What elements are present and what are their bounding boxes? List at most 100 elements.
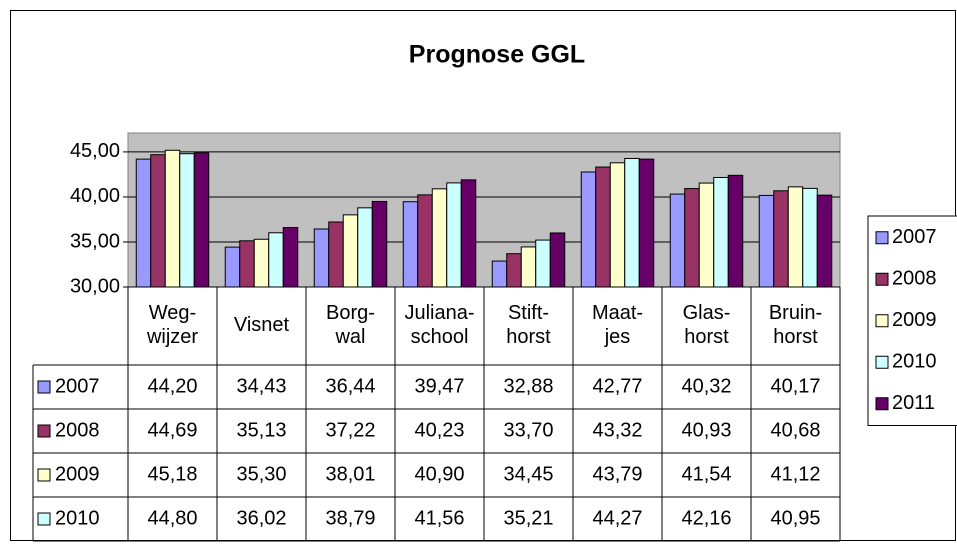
table-value: 38,79 bbox=[325, 507, 375, 529]
bar bbox=[684, 188, 700, 288]
bar bbox=[268, 232, 284, 288]
bar bbox=[282, 227, 299, 288]
bar bbox=[342, 214, 359, 288]
table-value: 35,30 bbox=[236, 463, 286, 485]
bar bbox=[787, 186, 804, 288]
table-value: 44,69 bbox=[147, 419, 197, 441]
y-tick-label: 45,00 bbox=[70, 140, 120, 162]
table-value: 43,32 bbox=[592, 419, 642, 441]
table-value: 44,80 bbox=[147, 507, 197, 529]
bar bbox=[713, 176, 729, 288]
y-tick-label: 40,00 bbox=[70, 185, 120, 207]
bar bbox=[224, 246, 241, 288]
bar bbox=[446, 182, 462, 288]
bar bbox=[580, 171, 597, 288]
table-value: 41,54 bbox=[681, 463, 731, 485]
legend-key bbox=[875, 314, 889, 328]
bar bbox=[727, 174, 744, 288]
legend-label: 2007 bbox=[892, 226, 937, 248]
table-value: 37,22 bbox=[325, 419, 375, 441]
bar bbox=[549, 232, 566, 288]
chart-title: Prognose GGL bbox=[409, 41, 585, 69]
legend-key bbox=[37, 512, 51, 526]
category-label: Visnet bbox=[234, 314, 290, 336]
table-value: 36,44 bbox=[325, 375, 375, 397]
table-value: 35,21 bbox=[503, 507, 553, 529]
bar bbox=[371, 200, 388, 288]
legend-key bbox=[37, 468, 51, 482]
bar bbox=[431, 188, 448, 288]
legend-key bbox=[875, 397, 889, 411]
table-value: 35,13 bbox=[236, 419, 286, 441]
bar bbox=[669, 193, 686, 288]
bar bbox=[520, 246, 537, 288]
bar bbox=[135, 158, 152, 288]
table-value: 44,27 bbox=[592, 507, 642, 529]
legend-key bbox=[875, 355, 889, 369]
bar bbox=[638, 158, 655, 288]
category-label: Borg-wal bbox=[326, 302, 375, 348]
row-label: 2010 bbox=[55, 507, 100, 529]
category-label: Juliana-school bbox=[404, 302, 474, 348]
table-value: 39,47 bbox=[414, 375, 464, 397]
bar bbox=[460, 179, 477, 288]
bar bbox=[773, 190, 789, 288]
row-label: 2008 bbox=[55, 419, 100, 441]
table-value: 40,90 bbox=[414, 463, 464, 485]
legend-key bbox=[875, 231, 889, 245]
legend-key bbox=[37, 424, 51, 438]
table-value: 40,32 bbox=[681, 375, 731, 397]
legend-label: 2011 bbox=[892, 392, 935, 414]
category-label: Bruin-horst bbox=[769, 302, 822, 348]
table-value: 42,77 bbox=[592, 375, 642, 397]
bar bbox=[402, 201, 419, 288]
table-value: 34,45 bbox=[503, 463, 553, 485]
table-value: 33,70 bbox=[503, 419, 553, 441]
bar bbox=[491, 260, 508, 288]
y-tick-label: 30,00 bbox=[70, 275, 120, 297]
category-label: Stift-horst bbox=[506, 302, 551, 348]
table-value: 40,23 bbox=[414, 419, 464, 441]
category-label: Glas-horst bbox=[683, 302, 731, 348]
legend-label: 2009 bbox=[892, 309, 937, 331]
row-label: 2007 bbox=[55, 375, 100, 397]
table-value: 32,88 bbox=[503, 375, 553, 397]
category-label: Weg-wijzer bbox=[146, 302, 198, 348]
bar bbox=[253, 238, 270, 288]
table-value: 40,17 bbox=[770, 375, 820, 397]
table-value: 38,01 bbox=[325, 463, 375, 485]
bar bbox=[609, 162, 626, 288]
table-value: 41,12 bbox=[770, 463, 820, 485]
bar bbox=[328, 221, 344, 288]
table-value: 41,56 bbox=[414, 507, 464, 529]
table-value: 42,16 bbox=[681, 507, 731, 529]
bar bbox=[535, 239, 551, 288]
y-tick-label: 35,00 bbox=[70, 230, 120, 252]
bar bbox=[595, 166, 611, 288]
bar bbox=[506, 253, 522, 288]
bar bbox=[417, 194, 433, 288]
bar bbox=[624, 157, 640, 288]
bar bbox=[357, 207, 373, 288]
bar bbox=[816, 194, 833, 288]
table-value: 36,02 bbox=[236, 507, 286, 529]
legend-key bbox=[875, 272, 889, 286]
row-label: 2009 bbox=[55, 463, 100, 485]
category-label: Maat-jes bbox=[592, 302, 643, 348]
legend-label: 2010 bbox=[892, 351, 937, 373]
bar bbox=[193, 152, 210, 288]
bar bbox=[150, 154, 166, 288]
table-value: 34,43 bbox=[236, 375, 286, 397]
bar bbox=[758, 194, 775, 288]
table-value: 45,18 bbox=[147, 463, 197, 485]
legend-label: 2008 bbox=[892, 268, 937, 290]
legend-key bbox=[37, 380, 51, 394]
table-value: 40,68 bbox=[770, 419, 820, 441]
bar bbox=[179, 153, 195, 288]
bar bbox=[698, 182, 715, 288]
table-value: 40,93 bbox=[681, 419, 731, 441]
table-value: 40,95 bbox=[770, 507, 820, 529]
bar bbox=[164, 149, 181, 288]
table-value: 43,79 bbox=[592, 463, 642, 485]
